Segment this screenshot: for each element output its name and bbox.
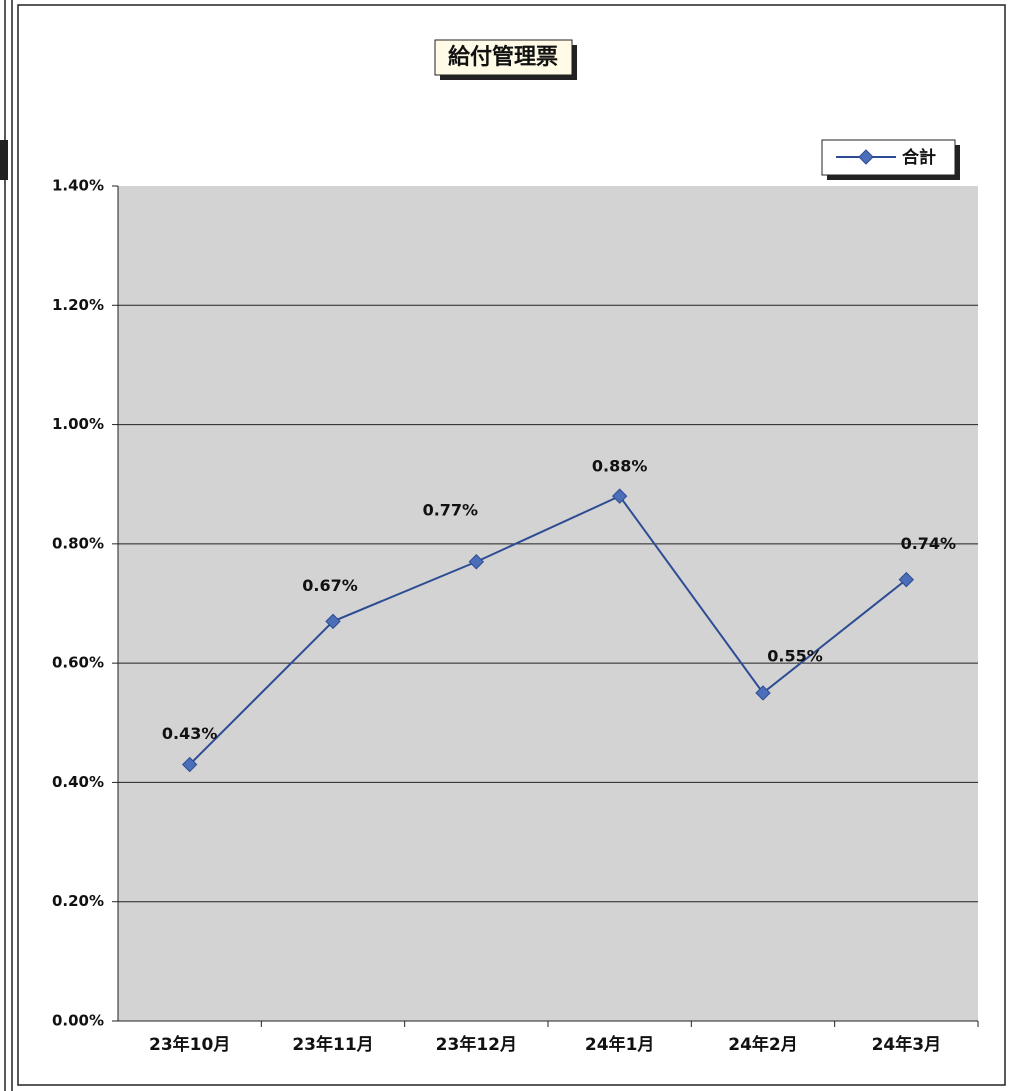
data-label: 0.77% xyxy=(423,500,479,519)
x-tick-label: 24年1月 xyxy=(585,1034,655,1055)
marker xyxy=(755,685,771,701)
legend-marker xyxy=(858,149,874,165)
data-label: 0.55% xyxy=(767,646,823,665)
series-line xyxy=(188,494,907,766)
data-label: 0.88% xyxy=(592,457,648,476)
y-tick-label: 1.40% xyxy=(52,177,104,195)
x-tick-label: 23年10月 xyxy=(149,1034,230,1055)
x-tick-label: 24年2月 xyxy=(728,1034,798,1055)
marker xyxy=(468,554,485,570)
marker xyxy=(898,571,915,588)
marker xyxy=(325,613,341,630)
data-label: 0.74% xyxy=(901,534,957,553)
frame-block xyxy=(0,140,8,180)
x-tick-label: 23年12月 xyxy=(436,1034,517,1055)
y-tick-label: 0.60% xyxy=(52,654,104,672)
y-tick-label: 1.00% xyxy=(52,415,104,433)
marker xyxy=(611,488,628,504)
data-label: 0.43% xyxy=(162,724,218,743)
marker xyxy=(181,756,198,773)
y-tick-label: 0.80% xyxy=(52,534,104,552)
legend-label: 合計 xyxy=(902,147,936,168)
y-tick-label: 0.00% xyxy=(52,1012,104,1030)
data-label: 0.67% xyxy=(302,576,358,595)
chart-title: 給付管理票 xyxy=(448,44,558,70)
y-tick-label: 0.40% xyxy=(52,773,104,791)
x-tick-label: 24年3月 xyxy=(872,1034,942,1055)
y-tick-label: 1.20% xyxy=(52,296,104,314)
y-tick-label: 0.20% xyxy=(52,892,104,910)
title-box xyxy=(434,39,573,76)
plot-area xyxy=(118,186,978,1021)
x-tick-label: 23年11月 xyxy=(292,1034,373,1055)
